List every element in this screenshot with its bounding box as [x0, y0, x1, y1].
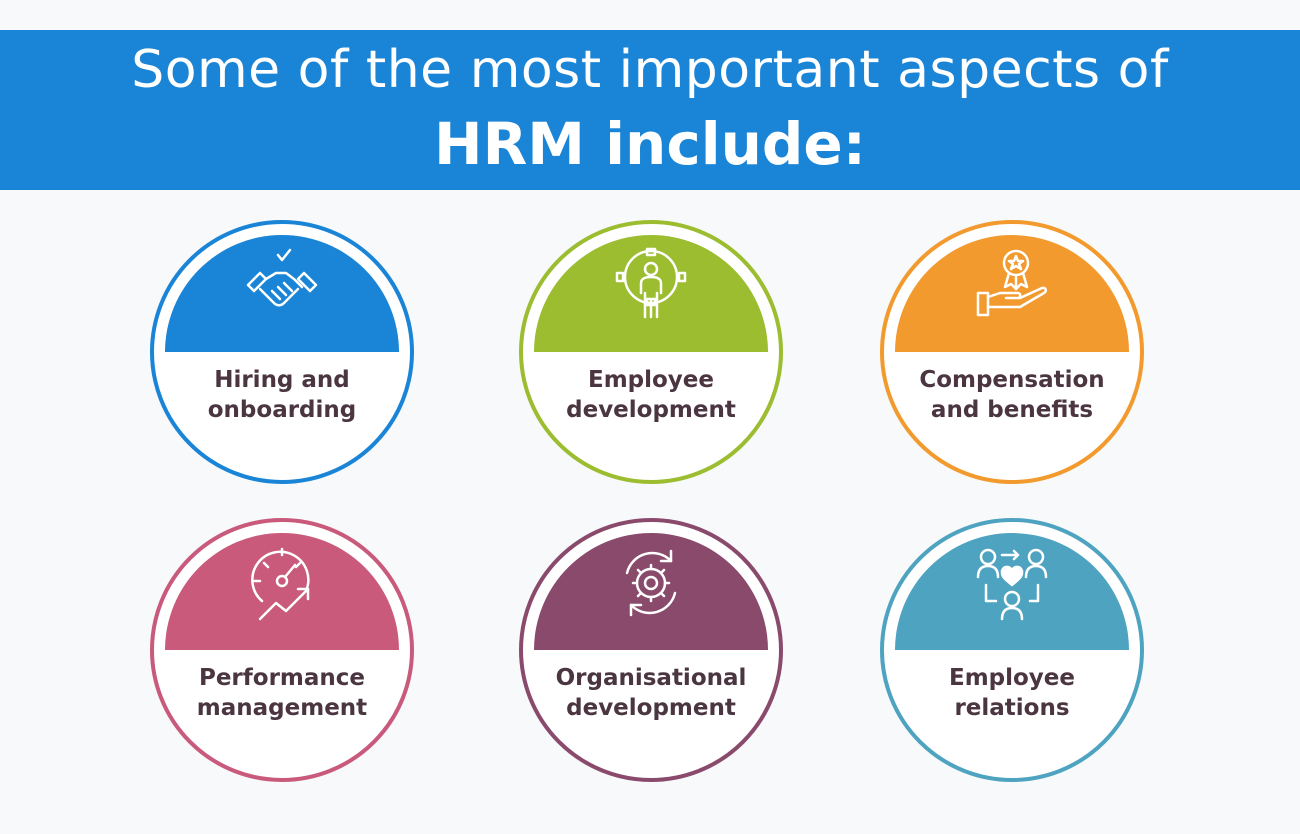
- speedometer-icon: [251, 547, 310, 621]
- aspect-label: Hiring and onboarding: [170, 365, 394, 425]
- aspect-ring: [880, 220, 1144, 484]
- title-line-2: HRM include:: [434, 110, 866, 178]
- aspect-label-line-2: and benefits: [930, 397, 1094, 423]
- aspect-label-line-1: Employee: [587, 367, 715, 393]
- aspect-label: Performance management: [170, 663, 394, 723]
- aspect-label: Employee development: [539, 365, 763, 425]
- aspect-label-line-1: Performance: [198, 665, 366, 691]
- aspect-employee-relations: Employee relations: [880, 518, 1144, 782]
- award-hand-icon: [976, 249, 1047, 317]
- aspect-organisational-development: Organisational development: [519, 518, 783, 782]
- aspect-label: Employee relations: [900, 663, 1124, 723]
- aspect-label-line-2: development: [566, 397, 736, 423]
- aspect-label-line-2: management: [196, 695, 368, 721]
- title-line-1: Some of the most important aspects of: [131, 40, 1169, 100]
- aspect-hiring-onboarding: Hiring and onboarding: [150, 220, 414, 484]
- aspect-performance-management: Performance management: [150, 518, 414, 782]
- aspect-label-line-2: relations: [954, 695, 1070, 721]
- aspect-label-line-2: development: [566, 695, 736, 721]
- aspect-label: Compensation and benefits: [900, 365, 1124, 425]
- title-banner: Some of the most important aspects of HR…: [0, 30, 1300, 190]
- person-gear-icon: [615, 247, 687, 319]
- aspect-label-line-2: onboarding: [207, 397, 357, 423]
- aspect-employee-development: Employee development: [519, 220, 783, 484]
- aspect-label: Organisational development: [539, 663, 763, 723]
- aspect-label-line-1: Organisational: [555, 665, 747, 691]
- handshake-icon: [246, 248, 318, 307]
- aspect-label-line-1: Hiring and: [214, 367, 350, 393]
- aspect-label-line-1: Compensation: [919, 367, 1105, 393]
- aspect-label-line-1: Employee: [948, 665, 1076, 691]
- cycle-gear-icon: [625, 549, 677, 617]
- aspect-compensation-benefits: Compensation and benefits: [880, 220, 1144, 484]
- people-heart-icon: [976, 548, 1048, 621]
